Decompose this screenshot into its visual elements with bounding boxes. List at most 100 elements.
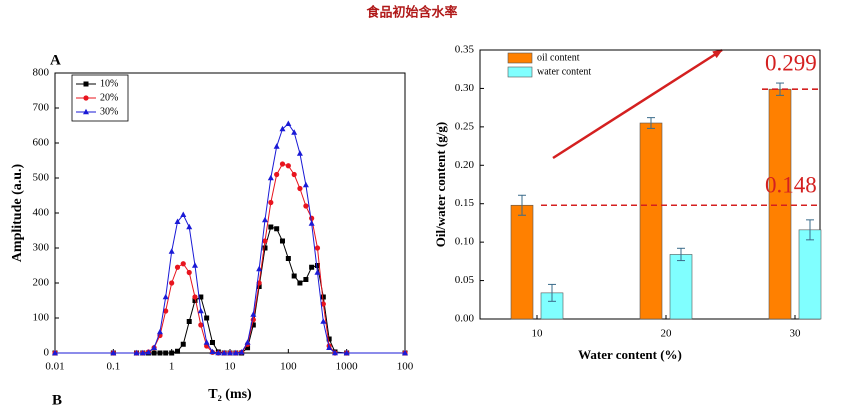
legend-label: oil content bbox=[537, 52, 580, 63]
data-point bbox=[168, 248, 175, 254]
y-tick-label: 400 bbox=[33, 207, 50, 219]
data-point bbox=[169, 280, 175, 286]
reference-label: 0.299 bbox=[765, 50, 817, 75]
data-point bbox=[174, 264, 181, 270]
legend-marker bbox=[83, 81, 89, 87]
data-point bbox=[232, 349, 239, 356]
x-axis-label: T₂ (ms) bbox=[208, 387, 252, 402]
data-point bbox=[297, 280, 303, 286]
data-point bbox=[314, 269, 321, 275]
y-tick-label: 0.00 bbox=[455, 313, 475, 325]
y-tick-label: 500 bbox=[33, 172, 50, 184]
y-tick-label: 0.20 bbox=[455, 159, 475, 171]
data-point bbox=[309, 264, 315, 270]
y-tick-label: 0.30 bbox=[455, 82, 475, 94]
data-point bbox=[151, 350, 157, 356]
data-point bbox=[244, 339, 251, 345]
bar bbox=[798, 229, 822, 320]
data-point bbox=[145, 349, 152, 355]
data-point bbox=[296, 150, 303, 156]
x-tick-label: 100 bbox=[397, 361, 414, 373]
data-point bbox=[250, 311, 257, 317]
data-point bbox=[186, 319, 192, 324]
data-point bbox=[303, 203, 309, 209]
data-point bbox=[279, 161, 286, 167]
data-point bbox=[180, 211, 187, 217]
data-point bbox=[326, 336, 332, 342]
legend-marker bbox=[83, 95, 89, 101]
data-point bbox=[256, 284, 262, 289]
y-tick-label: 700 bbox=[33, 102, 50, 114]
legend-marker bbox=[83, 108, 89, 115]
data-point bbox=[157, 350, 163, 356]
data-point bbox=[320, 318, 327, 324]
data-point bbox=[268, 199, 274, 206]
data-point bbox=[186, 223, 193, 230]
y-tick-label: 800 bbox=[33, 67, 50, 79]
data-point bbox=[308, 220, 315, 226]
data-point bbox=[285, 120, 292, 126]
data-point bbox=[262, 238, 268, 244]
data-point bbox=[262, 245, 268, 251]
trend-arrow bbox=[552, 48, 723, 160]
data-point bbox=[174, 218, 181, 224]
x-tick-label: 100 bbox=[280, 361, 297, 373]
data-point bbox=[197, 307, 204, 314]
legend-label: 30% bbox=[100, 106, 118, 117]
bar bbox=[510, 204, 534, 320]
data-point bbox=[133, 349, 140, 356]
data-point bbox=[250, 322, 256, 328]
bar bbox=[768, 88, 792, 320]
data-point bbox=[320, 294, 326, 300]
data-point bbox=[180, 261, 186, 267]
data-point bbox=[343, 349, 350, 356]
data-point bbox=[302, 181, 309, 188]
y-tick-label: 200 bbox=[33, 277, 50, 289]
data-point bbox=[273, 143, 280, 149]
x-tick-label: 10 bbox=[532, 328, 544, 340]
data-point bbox=[163, 350, 169, 356]
data-point bbox=[279, 238, 285, 244]
legend-swatch bbox=[507, 66, 533, 78]
x-tick-label: 30 bbox=[790, 328, 802, 340]
data-point bbox=[203, 339, 210, 345]
data-point bbox=[268, 224, 274, 230]
data-point bbox=[198, 322, 204, 328]
data-point bbox=[285, 256, 291, 261]
panel-label: B bbox=[52, 392, 62, 408]
data-point bbox=[279, 125, 286, 132]
data-point bbox=[52, 349, 58, 356]
x-tick-label: 10 bbox=[225, 361, 237, 373]
data-point bbox=[169, 350, 175, 356]
data-point bbox=[227, 349, 233, 356]
data-point bbox=[221, 349, 228, 356]
data-point bbox=[209, 340, 215, 345]
data-point bbox=[198, 294, 204, 300]
legend-label: 20% bbox=[100, 92, 118, 103]
bar bbox=[639, 122, 663, 320]
legend-label: 10% bbox=[100, 78, 118, 89]
figure-title: 食品初始含水率 bbox=[366, 5, 457, 21]
data-point bbox=[402, 349, 408, 356]
x-axis-label: Water content (%) bbox=[578, 347, 682, 362]
data-point bbox=[139, 349, 146, 356]
x-tick-label: 0.1 bbox=[106, 361, 120, 373]
data-point bbox=[297, 185, 303, 192]
y-tick-label: 100 bbox=[33, 312, 50, 324]
data-point bbox=[186, 269, 192, 276]
data-point bbox=[192, 294, 198, 300]
data-point bbox=[162, 293, 169, 300]
data-point bbox=[180, 341, 186, 347]
data-point bbox=[110, 349, 117, 356]
data-point bbox=[291, 171, 297, 178]
data-point bbox=[245, 345, 251, 351]
data-point bbox=[332, 349, 339, 356]
y-axis-label: Oil/water content (g/g) bbox=[433, 122, 448, 247]
legend-swatch bbox=[507, 52, 533, 64]
panel-label: A bbox=[50, 52, 61, 68]
y-tick-label: 0.15 bbox=[455, 197, 475, 209]
data-point bbox=[267, 174, 274, 181]
x-tick-label: 1 bbox=[169, 361, 175, 373]
reference-label: 0.148 bbox=[765, 173, 817, 198]
